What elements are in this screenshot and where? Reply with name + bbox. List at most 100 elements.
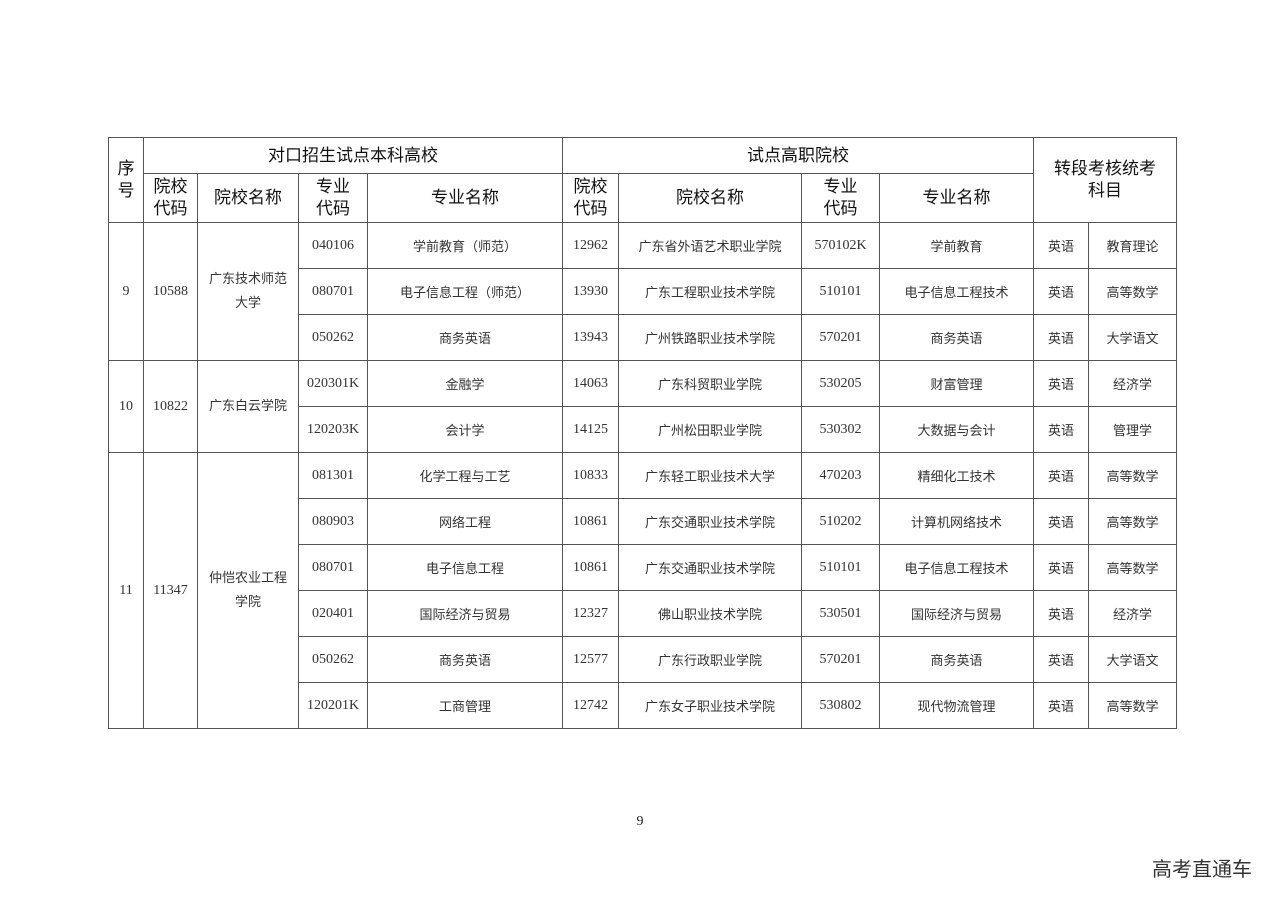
exam-subject-2-cell: 教育理论 xyxy=(1088,222,1177,269)
exam-subject-1-cell: 英语 xyxy=(1033,682,1089,729)
voc-major-code-cell: 530302 xyxy=(801,406,880,453)
header-seq: 序号 xyxy=(108,137,144,223)
voc-major-name-cell: 大数据与会计 xyxy=(879,406,1034,453)
voc-school-code-cell: 10833 xyxy=(562,452,619,499)
major-name-cell: 商务英语 xyxy=(367,314,563,361)
voc-major-code-cell: 530205 xyxy=(801,360,880,407)
voc-major-name-cell: 电子信息工程技术 xyxy=(879,544,1034,591)
voc-major-code-cell: 510101 xyxy=(801,544,880,591)
major-code-cell: 120201K xyxy=(298,682,368,729)
voc-school-code-cell: 14063 xyxy=(562,360,619,407)
seq-cell: 11 xyxy=(108,452,144,729)
exam-subject-2-cell: 管理学 xyxy=(1088,406,1177,453)
voc-school-name-cell: 广东工程职业技术学院 xyxy=(618,268,802,315)
exam-subject-1-cell: 英语 xyxy=(1033,590,1089,637)
exam-subject-1-cell: 英语 xyxy=(1033,268,1089,315)
voc-major-name-cell: 商务英语 xyxy=(879,636,1034,683)
voc-school-code-cell: 12327 xyxy=(562,590,619,637)
header-school-name: 院校名称 xyxy=(197,173,299,223)
school-name-cell: 广东白云学院 xyxy=(197,360,299,453)
header-vocational-group: 试点高职院校 xyxy=(562,137,1034,174)
header-major-name: 专业名称 xyxy=(367,173,563,223)
voc-major-name-cell: 计算机网络技术 xyxy=(879,498,1034,545)
voc-major-code-cell: 570201 xyxy=(801,314,880,361)
voc-school-code-cell: 10861 xyxy=(562,544,619,591)
table-row: 120201K 工商管理 12742 广东女子职业技术学院 530802 现代物流管理 英语… xyxy=(109,682,1177,729)
major-name-cell: 学前教育（师范） xyxy=(367,222,563,269)
major-code-cell: 080701 xyxy=(298,544,368,591)
voc-major-name-cell: 精细化工技术 xyxy=(879,452,1034,499)
major-code-cell: 020401 xyxy=(298,590,368,637)
major-code-cell: 080903 xyxy=(298,498,368,545)
voc-major-name-cell: 学前教育 xyxy=(879,222,1034,269)
header-school-code: 院校代码 xyxy=(143,173,198,223)
table-row: 050262 商务英语 12577 广东行政职业学院 570201 商务英语 英语 大学语文 xyxy=(109,636,1177,683)
seq-cell: 9 xyxy=(108,222,144,361)
major-name-cell: 金融学 xyxy=(367,360,563,407)
exam-subject-2-cell: 高等数学 xyxy=(1088,452,1177,499)
major-code-cell: 050262 xyxy=(298,636,368,683)
voc-school-name-cell: 广东行政职业学院 xyxy=(618,636,802,683)
seq-cell: 10 xyxy=(108,360,144,453)
admission-table: 序号 对口招生试点本科高校 试点高职院校 转段考核统考科目 院校代码 院校名称 … xyxy=(108,137,1177,729)
voc-school-name-cell: 广东轻工职业技术大学 xyxy=(618,452,802,499)
header-major-code: 专业代码 xyxy=(298,173,368,223)
voc-major-code-cell: 570102K xyxy=(801,222,880,269)
major-code-cell: 081301 xyxy=(298,452,368,499)
major-name-cell: 化学工程与工艺 xyxy=(367,452,563,499)
voc-major-code-cell: 510202 xyxy=(801,498,880,545)
voc-major-name-cell: 财富管理 xyxy=(879,360,1034,407)
voc-school-code-cell: 12577 xyxy=(562,636,619,683)
header-voc-major-name: 专业名称 xyxy=(879,173,1034,223)
header-voc-school-name: 院校名称 xyxy=(618,173,802,223)
voc-major-name-cell: 商务英语 xyxy=(879,314,1034,361)
voc-school-name-cell: 广州铁路职业技术学院 xyxy=(618,314,802,361)
exam-subject-1-cell: 英语 xyxy=(1033,452,1089,499)
voc-major-code-cell: 470203 xyxy=(801,452,880,499)
watermark: 高考直通车 xyxy=(1152,857,1252,881)
voc-school-code-cell: 10861 xyxy=(562,498,619,545)
voc-school-code-cell: 12962 xyxy=(562,222,619,269)
exam-subject-2-cell: 大学语文 xyxy=(1088,314,1177,361)
exam-subject-1-cell: 英语 xyxy=(1033,360,1089,407)
school-code-cell: 10822 xyxy=(143,360,198,453)
exam-subject-2-cell: 高等数学 xyxy=(1088,268,1177,315)
header-exam-subjects: 转段考核统考科目 xyxy=(1033,137,1177,223)
major-name-cell: 商务英语 xyxy=(367,636,563,683)
voc-major-code-cell: 570201 xyxy=(801,636,880,683)
major-name-cell: 工商管理 xyxy=(367,682,563,729)
table-row: 11 11347 仲恺农业工程学院 081301 化学工程与工艺 10833 广东轻工职业技… xyxy=(108,452,1177,729)
exam-subject-1-cell: 英语 xyxy=(1033,544,1089,591)
table-row: 10 10822 广东白云学院 020301K 金融学 14063 广东科贸职业学院 5302… xyxy=(108,360,1177,453)
major-name-cell: 会计学 xyxy=(367,406,563,453)
exam-subject-1-cell: 英语 xyxy=(1033,498,1089,545)
major-code-cell: 120203K xyxy=(298,406,368,453)
page-number: 9 xyxy=(636,814,644,829)
major-name-cell: 电子信息工程 xyxy=(367,544,563,591)
table-row: 050262 商务英语 13943 广州铁路职业技术学院 570201 商务英语 英语 大学语… xyxy=(109,314,1177,361)
exam-subject-2-cell: 高等数学 xyxy=(1088,544,1177,591)
voc-school-name-cell: 广东省外语艺术职业学院 xyxy=(618,222,802,269)
voc-school-name-cell: 广东交通职业技术学院 xyxy=(618,544,802,591)
voc-major-name-cell: 现代物流管理 xyxy=(879,682,1034,729)
table-row: 080701 电子信息工程 10861 广东交通职业技术学院 510101 电子信息工程技… xyxy=(109,544,1177,591)
exam-subject-1-cell: 英语 xyxy=(1033,406,1089,453)
table-row: 080903 网络工程 10861 广东交通职业技术学院 510202 计算机网络技术 英语… xyxy=(109,498,1177,545)
major-code-cell: 040106 xyxy=(298,222,368,269)
voc-school-name-cell: 广东交通职业技术学院 xyxy=(618,498,802,545)
major-name-cell: 国际经济与贸易 xyxy=(367,590,563,637)
table-row: 020401 国际经济与贸易 12327 佛山职业技术学院 530501 国际经济与贸易英… xyxy=(109,590,1177,637)
school-code-cell: 11347 xyxy=(143,452,198,729)
header-voc-major-code: 专业代码 xyxy=(801,173,880,223)
voc-school-code-cell: 13930 xyxy=(562,268,619,315)
voc-school-name-cell: 广东科贸职业学院 xyxy=(618,360,802,407)
voc-major-name-cell: 国际经济与贸易 xyxy=(879,590,1034,637)
exam-subject-1-cell: 英语 xyxy=(1033,314,1089,361)
exam-subject-2-cell: 经济学 xyxy=(1088,590,1177,637)
voc-school-name-cell: 广东女子职业技术学院 xyxy=(618,682,802,729)
table-row: 120203K 会计学 14125 广州松田职业学院 530302 大数据与会计 英语 管理学 xyxy=(109,406,1177,453)
voc-school-code-cell: 13943 xyxy=(562,314,619,361)
school-name-cell: 广东技术师范大学 xyxy=(197,222,299,361)
exam-subject-2-cell: 经济学 xyxy=(1088,360,1177,407)
exam-subject-1-cell: 英语 xyxy=(1033,636,1089,683)
